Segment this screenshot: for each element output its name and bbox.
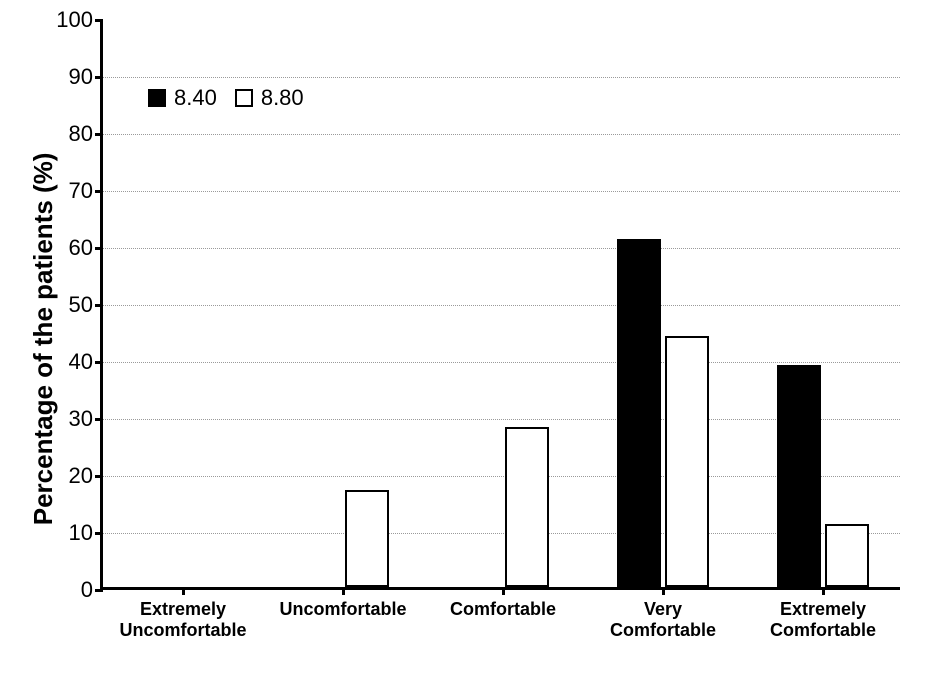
ytick-label: 100 [56, 7, 103, 33]
gridline [103, 191, 900, 192]
ytick-label: 70 [69, 178, 103, 204]
gridline [103, 134, 900, 135]
ytick-label: 30 [69, 406, 103, 432]
bar [665, 336, 710, 587]
gridline [103, 362, 900, 363]
ytick-label: 10 [69, 520, 103, 546]
ytick-label: 60 [69, 235, 103, 261]
category-label: Extremely Comfortable [770, 587, 876, 640]
legend-item: 8.40 [148, 85, 217, 111]
ytick-label: 90 [69, 64, 103, 90]
y-axis-label: Percentage of the patients (%) [28, 153, 59, 526]
gridline [103, 77, 900, 78]
bar [825, 524, 870, 587]
legend: 8.40 8.80 [148, 85, 304, 111]
ytick-label: 50 [69, 292, 103, 318]
category-label: Comfortable [450, 587, 556, 620]
category-label: Extremely Uncomfortable [119, 587, 246, 640]
plot-area: 8.408.80 0102030405060708090100Extremely… [100, 20, 900, 590]
legend-label: 8.80 [261, 85, 304, 111]
gridline [103, 248, 900, 249]
bar [617, 239, 662, 587]
ytick-label: 40 [69, 349, 103, 375]
category-label: Very Comfortable [610, 587, 716, 640]
bar [777, 365, 822, 587]
ytick-label: 80 [69, 121, 103, 147]
category-label: Uncomfortable [279, 587, 406, 620]
bar [345, 490, 390, 587]
ytick-label: 20 [69, 463, 103, 489]
ytick-label: 0 [81, 577, 103, 603]
gridline [103, 305, 900, 306]
legend-item: 8.80 [235, 85, 304, 111]
legend-label: 8.40 [174, 85, 217, 111]
chart-container: Percentage of the patients (%) 8.408.80 … [0, 0, 926, 684]
bar [505, 427, 550, 587]
legend-swatch [148, 89, 166, 107]
legend-swatch [235, 89, 253, 107]
